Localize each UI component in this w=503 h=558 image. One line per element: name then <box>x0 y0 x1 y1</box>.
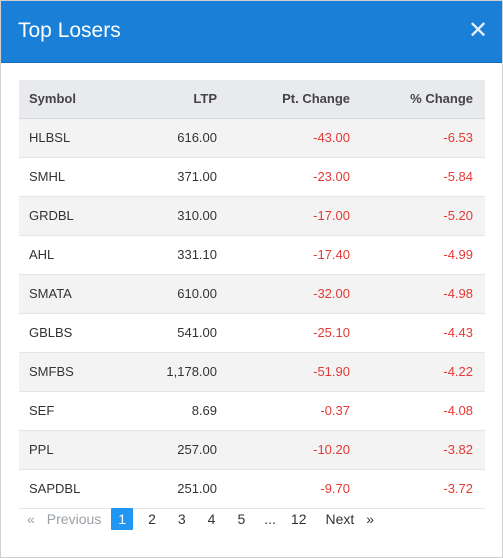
ltp-cell: 310.00 <box>177 208 217 223</box>
symbol-cell: GRDBL <box>29 208 74 223</box>
table-row[interactable]: GRDBL 310.00 -17.00 -5.20 <box>19 196 485 235</box>
symbol-cell: SMATA <box>29 286 72 301</box>
page-button-1[interactable]: 1 <box>111 508 134 530</box>
pct-change-cell: -3.72 <box>443 481 473 496</box>
pt-change-cell: -10.20 <box>313 442 350 457</box>
losers-table: Symbol LTP Pt. Change % Change HLBSL 616.… <box>19 80 485 509</box>
pct-change-cell: -3.82 <box>443 442 473 457</box>
pct-change-cell: -5.20 <box>443 208 473 223</box>
ltp-cell: 610.00 <box>177 286 217 301</box>
table-row[interactable]: SAPDBL 251.00 -9.70 -3.72 <box>19 469 485 508</box>
next-page-button[interactable]: Next <box>325 511 355 527</box>
table-header-row: Symbol LTP Pt. Change % Change <box>19 80 485 119</box>
column-header-ltp[interactable]: LTP <box>129 80 217 119</box>
page-button-5[interactable]: 5 <box>237 511 246 527</box>
table-row[interactable]: SEF 8.69 -0.37 -4.08 <box>19 391 485 430</box>
previous-chevron-icon: « <box>27 511 35 527</box>
pt-change-cell: -17.40 <box>313 247 350 262</box>
page-button-last[interactable]: 12 <box>290 511 307 527</box>
column-header-pt-change[interactable]: Pt. Change <box>217 80 350 119</box>
close-icon[interactable]: ✕ <box>468 17 489 44</box>
symbol-cell: SMFBS <box>29 364 74 379</box>
table-row[interactable]: SMFBS 1,178.00 -51.90 -4.22 <box>19 352 485 391</box>
ltp-cell: 8.69 <box>191 403 217 418</box>
page-button-3[interactable]: 3 <box>177 511 186 527</box>
pt-change-cell: -9.70 <box>320 481 350 496</box>
symbol-cell: SEF <box>29 403 55 418</box>
modal-header: Top Losers ✕ <box>1 1 502 63</box>
ltp-cell: 371.00 <box>177 169 217 184</box>
table-row[interactable]: SMATA 610.00 -32.00 -4.98 <box>19 274 485 313</box>
pct-change-cell: -4.43 <box>443 325 473 340</box>
table-row[interactable]: HLBSL 616.00 -43.00 -6.53 <box>19 118 485 157</box>
ltp-cell: 251.00 <box>177 481 217 496</box>
pct-change-cell: -5.84 <box>443 169 473 184</box>
ltp-cell: 331.10 <box>177 247 217 262</box>
page-button-4[interactable]: 4 <box>207 511 216 527</box>
losers-table-container: Symbol LTP Pt. Change % Change HLBSL 616.… <box>19 80 485 509</box>
ltp-cell: 1,178.00 <box>166 364 217 379</box>
table-row[interactable]: SMHL 371.00 -23.00 -5.84 <box>19 157 485 196</box>
pt-change-cell: -25.10 <box>313 325 350 340</box>
symbol-cell: PPL <box>29 442 54 457</box>
symbol-cell: AHL <box>29 247 55 262</box>
previous-page-button[interactable]: Previous <box>46 511 102 527</box>
pagination-ellipsis: ... <box>264 511 276 527</box>
symbol-cell: SAPDBL <box>29 481 81 496</box>
symbol-cell: HLBSL <box>29 130 71 145</box>
pct-change-cell: -6.53 <box>443 130 473 145</box>
symbol-cell: GBLBS <box>29 325 73 340</box>
pct-change-cell: -4.99 <box>443 247 473 262</box>
pt-change-cell: -0.37 <box>320 403 350 418</box>
pct-change-cell: -4.98 <box>443 286 473 301</box>
pt-change-cell: -32.00 <box>313 286 350 301</box>
table-row[interactable]: GBLBS 541.00 -25.10 -4.43 <box>19 313 485 352</box>
column-header-symbol[interactable]: Symbol <box>19 80 129 119</box>
next-chevron-icon[interactable]: » <box>366 511 375 527</box>
modal-title: Top Losers <box>18 19 121 42</box>
pt-change-cell: -51.90 <box>313 364 350 379</box>
pt-change-cell: -23.00 <box>313 169 350 184</box>
ltp-cell: 541.00 <box>177 325 217 340</box>
pct-change-cell: -4.22 <box>443 364 473 379</box>
table-row[interactable]: AHL 331.10 -17.40 -4.99 <box>19 235 485 274</box>
symbol-cell: SMHL <box>29 169 66 184</box>
column-header-pct-change[interactable]: % Change <box>350 80 485 119</box>
ltp-cell: 257.00 <box>177 442 217 457</box>
pct-change-cell: -4.08 <box>443 403 473 418</box>
pt-change-cell: -17.00 <box>313 208 350 223</box>
page-button-2[interactable]: 2 <box>148 511 156 527</box>
ltp-cell: 616.00 <box>177 130 217 145</box>
table-row[interactable]: PPL 257.00 -10.20 -3.82 <box>19 430 485 469</box>
pt-change-cell: -43.00 <box>313 130 350 145</box>
